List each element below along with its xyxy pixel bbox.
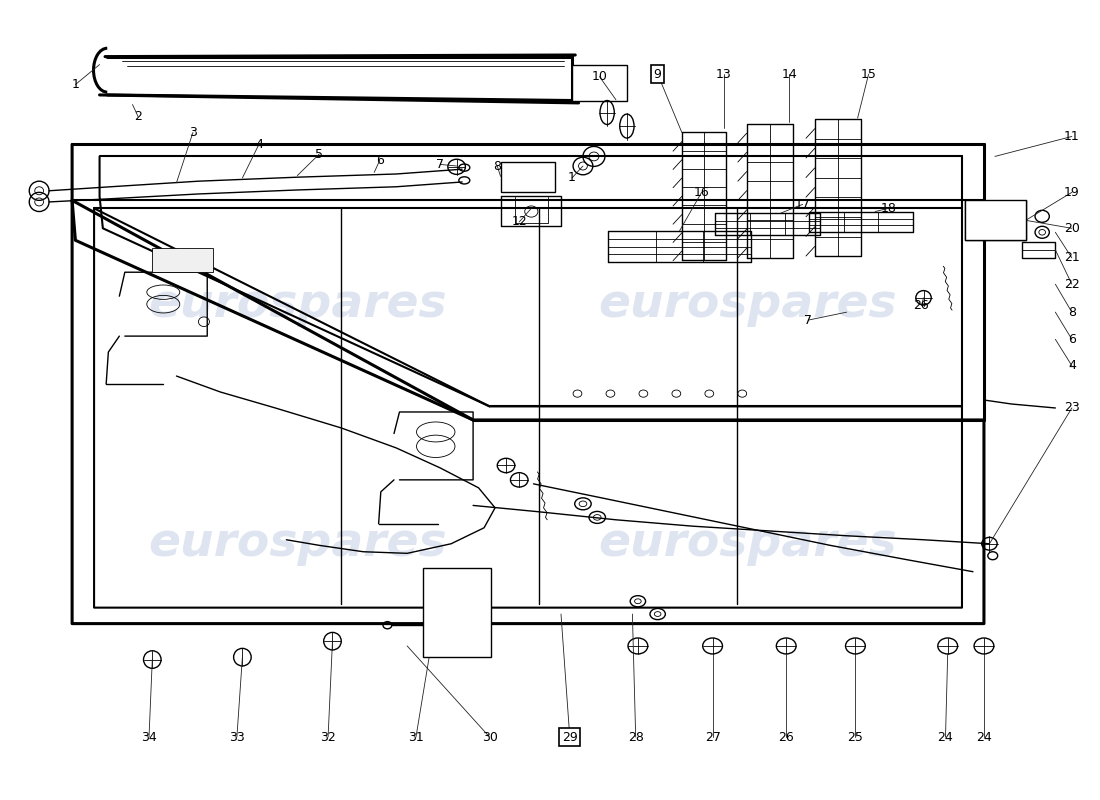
Text: eurospares: eurospares [598, 282, 898, 326]
Text: eurospares: eurospares [148, 282, 447, 326]
Text: 34: 34 [141, 730, 157, 743]
Text: 14: 14 [782, 68, 797, 81]
Text: 4: 4 [255, 138, 263, 151]
Text: 18: 18 [880, 202, 896, 215]
Text: 22: 22 [1064, 278, 1080, 290]
Text: 1: 1 [72, 78, 79, 91]
Text: 4: 4 [1068, 359, 1076, 372]
Text: 8: 8 [493, 159, 502, 173]
Text: 19: 19 [1064, 186, 1080, 199]
Text: 27: 27 [705, 730, 720, 743]
Text: eurospares: eurospares [598, 522, 898, 566]
Text: 20: 20 [1064, 222, 1080, 234]
Text: 24: 24 [976, 730, 992, 743]
Text: 12: 12 [512, 215, 527, 229]
Bar [1022, 242, 1055, 258]
Text: 6: 6 [376, 154, 384, 167]
Bar [572, 65, 627, 101]
Text: 23: 23 [1064, 402, 1080, 414]
Text: 24: 24 [937, 730, 954, 743]
Text: 6: 6 [1068, 333, 1076, 346]
Text: 9: 9 [653, 68, 661, 81]
Text: 32: 32 [320, 730, 336, 743]
Text: 3: 3 [189, 126, 197, 139]
Text: 16: 16 [694, 186, 710, 199]
Text: 30: 30 [482, 730, 497, 743]
Text: 2: 2 [134, 110, 142, 123]
Text: 7: 7 [804, 314, 812, 326]
Text: 26: 26 [913, 299, 930, 312]
Text: 26: 26 [779, 730, 794, 743]
Text: 10: 10 [592, 70, 607, 83]
Bar [422, 568, 491, 657]
Bar [428, 572, 485, 653]
Text: 8: 8 [1068, 306, 1076, 318]
Text: 15: 15 [860, 68, 877, 81]
Text: 31: 31 [408, 730, 424, 743]
Text: 25: 25 [847, 730, 864, 743]
Bar [966, 200, 1025, 240]
Text: 33: 33 [229, 730, 245, 743]
Text: 5: 5 [316, 147, 323, 161]
Text: 21: 21 [1064, 251, 1080, 264]
Text: 28: 28 [628, 730, 643, 743]
Text: 13: 13 [716, 68, 732, 81]
Text: 7: 7 [436, 158, 444, 171]
Bar [500, 162, 556, 192]
Bar [152, 248, 212, 272]
Text: 17: 17 [794, 198, 811, 211]
Text: 1: 1 [568, 171, 576, 185]
Text: eurospares: eurospares [148, 522, 447, 566]
Text: 29: 29 [562, 730, 578, 743]
Text: 11: 11 [1064, 130, 1080, 143]
